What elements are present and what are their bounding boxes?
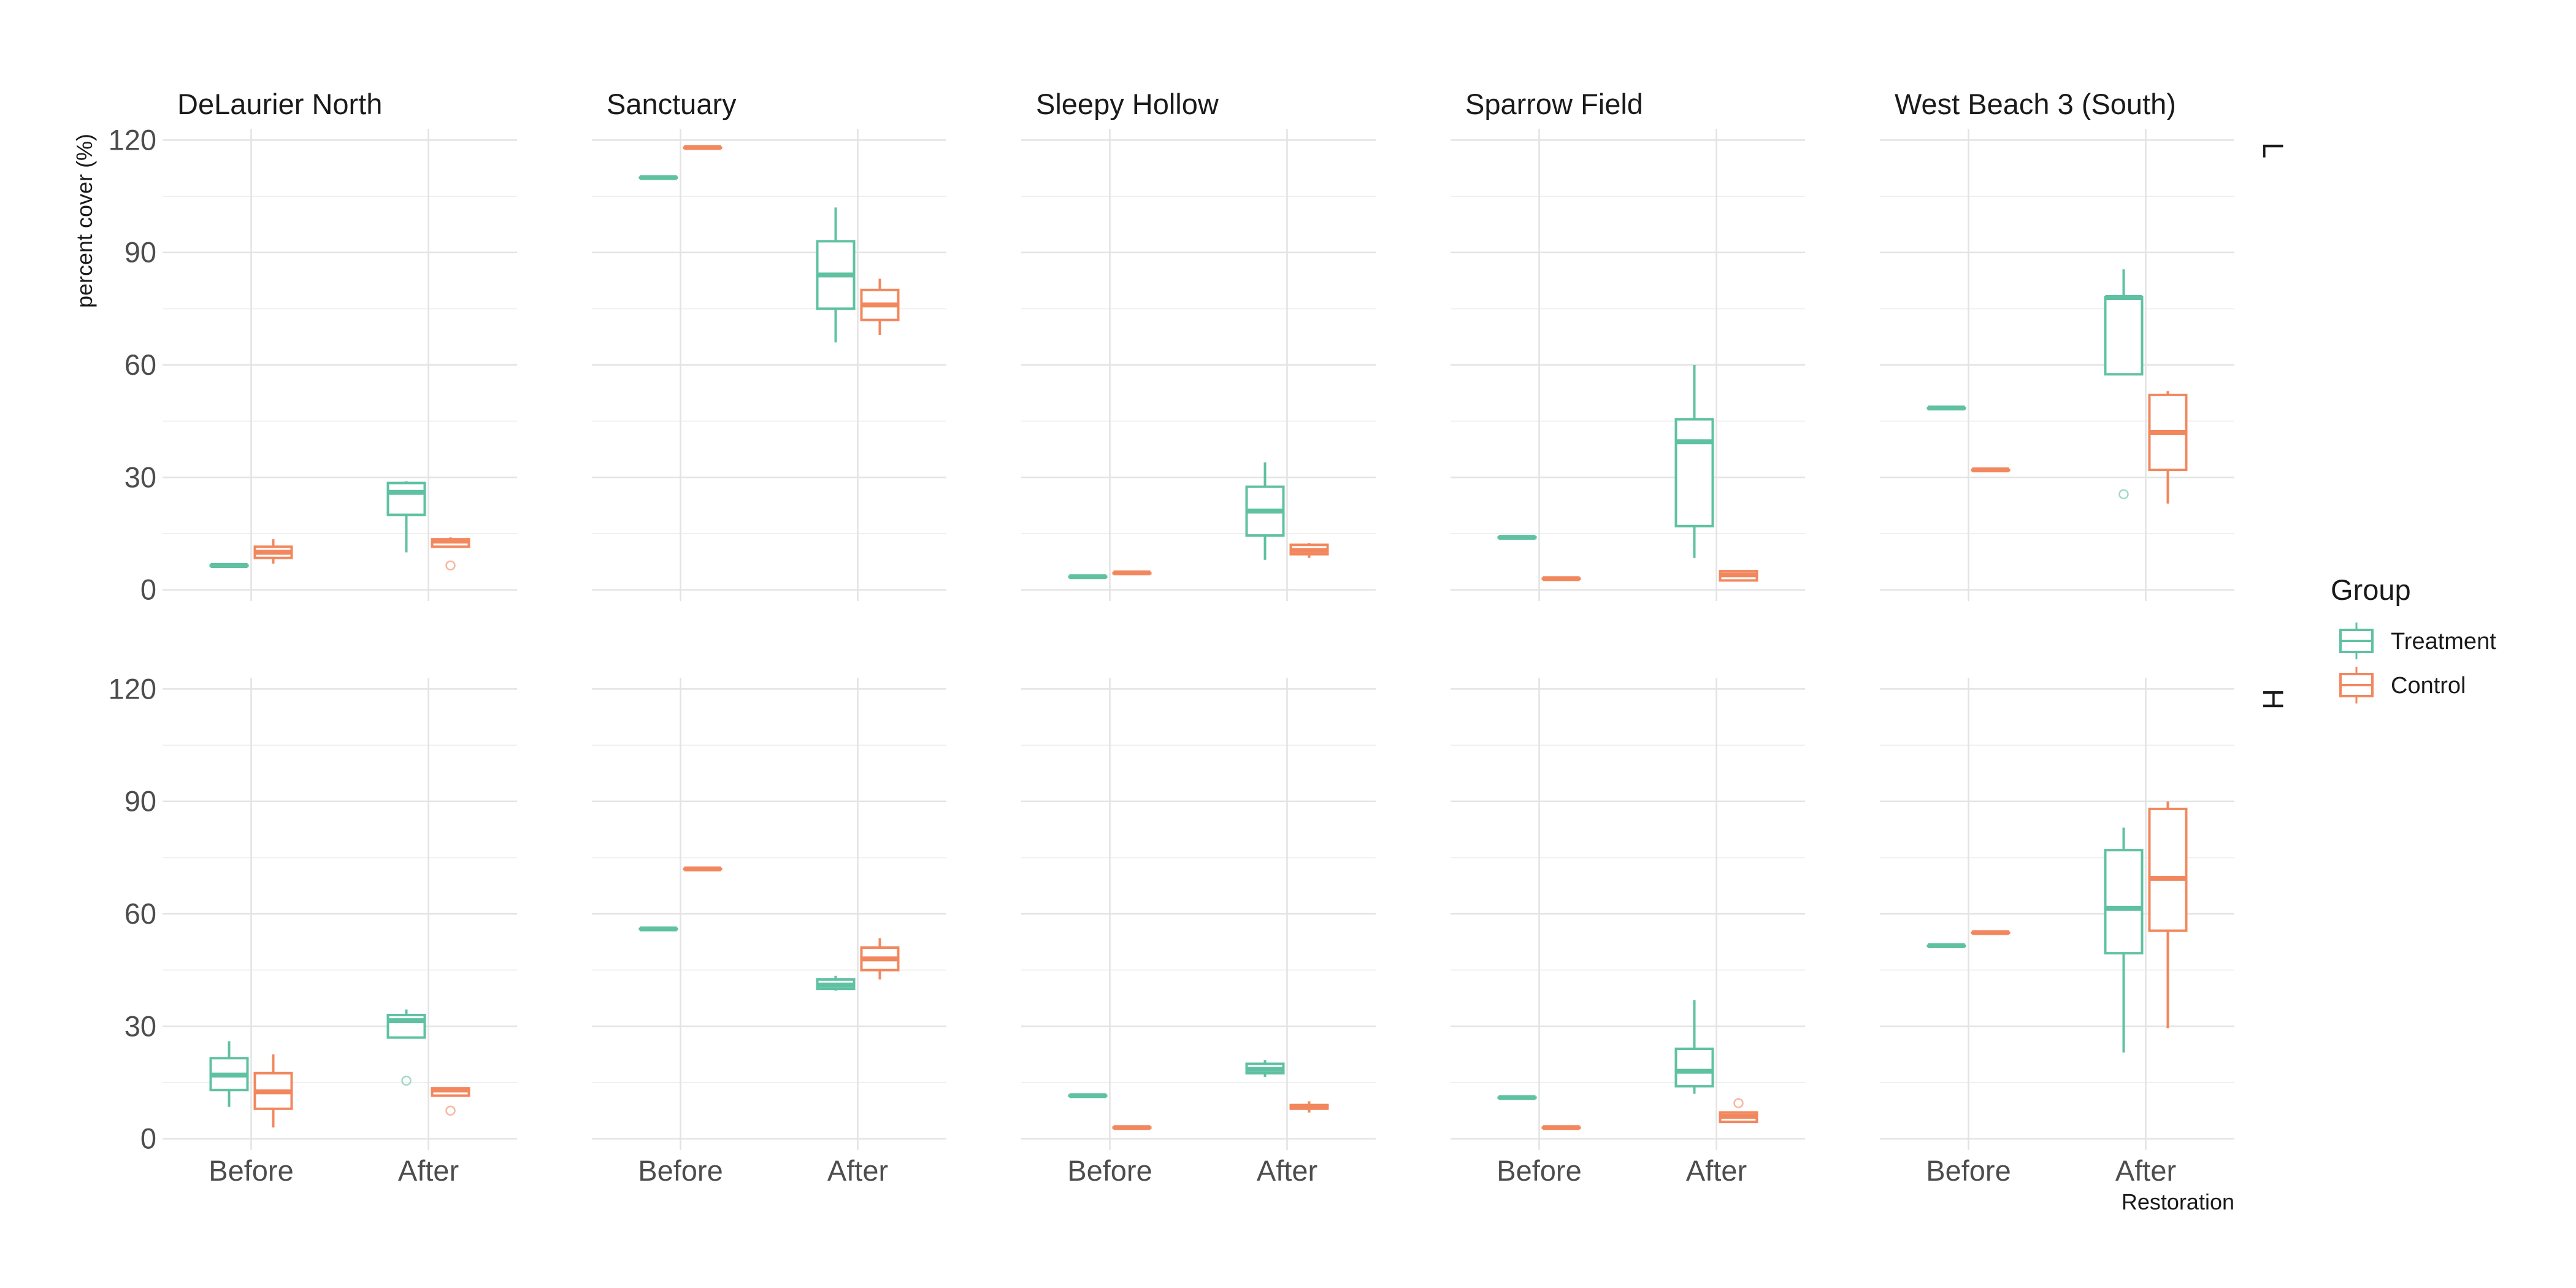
y-tick-label: 90 [125,236,156,269]
facet-title-sparrow-field: Sparrow Field [1465,88,1643,120]
panels-layer: DeLaurier North Sanctuary Sleepy Hollow Spa… [109,88,2290,1187]
box-treatment-after [816,207,856,343]
legend: Treatment Control [2339,623,2496,703]
box-control-before [253,1054,293,1128]
facet-title-west-beach-3-south: West Beach 3 (South) [1895,88,2176,120]
x-tick-label-before: Before [1926,1154,2011,1187]
box-iqr [386,481,426,516]
box-treatment-after [1245,1060,1285,1077]
y-tick-label: 60 [125,348,156,381]
y-tick-label: 120 [109,123,156,156]
x-tick-label-after: After [398,1154,459,1187]
outlier-point [445,560,456,571]
x-tick-label-before: Before [1067,1154,1152,1187]
y-tick-label: 0 [140,1122,156,1155]
box-treatment-after [2104,827,2144,1053]
box-control-after [1289,1101,1329,1113]
x-tick-label-after: After [1686,1154,1747,1187]
box-control-after [431,537,470,571]
outlier-point [445,1105,456,1116]
box-control-before [1541,1125,1581,1130]
y-tick-label: 0 [140,573,156,606]
y-tick-label: 30 [125,1010,156,1042]
panel-sanctuary-h: Before After [592,678,946,1187]
y-axis-title: percent cover (%) [72,134,97,308]
box-iqr [2104,849,2144,955]
box-treatment-after [386,481,426,553]
box-control-after [2148,801,2188,1029]
x-tick-label-after: After [827,1154,888,1187]
facet-title-sanctuary: Sanctuary [607,88,737,120]
facet-title-sleepy-hollow: Sleepy Hollow [1036,88,1219,120]
box-control-after [860,938,900,979]
outlier-point [401,1075,412,1086]
panel-sparrow-field-h: Before After [1451,678,1805,1187]
panel-west-beach-3-south-h: Before After [1880,678,2234,1187]
box-control-after [2148,391,2188,504]
panel-sleepy-hollow-h: Before After [1021,678,1376,1187]
box-iqr [2148,807,2188,932]
y-tick-label: 90 [125,785,156,818]
panel-west-beach-3-south-l [1880,129,2234,601]
box-iqr [1674,1048,1714,1088]
panel-delaurier-north-h: 0 30 60 90 120 Before After [109,672,517,1187]
legend-label-treatment: Treatment [2391,629,2496,654]
box-control-before [1541,576,1581,581]
box-treatment-after [816,975,856,991]
box-treatment-before [1497,535,1537,540]
legend-item-control: Control [2339,667,2466,703]
panel-sanctuary-l [592,129,946,601]
box-treatment-after [386,1009,426,1086]
outlier-point [2118,489,2129,500]
x-tick-label-before: Before [209,1154,293,1187]
x-tick-label-after: After [1257,1154,1317,1187]
box-treatment-after [1245,462,1285,560]
box-control-after [860,278,900,335]
box-treatment-before [1497,1095,1537,1100]
x-tick-label-before: Before [638,1154,723,1187]
labels-layer: percent cover (%) Restoration Group [72,134,2411,1214]
x-tick-label-after: After [2115,1154,2176,1187]
box-treatment-after [1674,365,1714,558]
panel-sleepy-hollow-l [1021,129,1376,601]
box-control-before [1112,1125,1152,1130]
legend-item-treatment: Treatment [2339,623,2496,659]
facet-title-delaurier-north: DeLaurier North [177,88,382,120]
row-strip-l: L [2257,142,2290,158]
x-tick-label-before: Before [1497,1154,1581,1187]
box-treatment-after [2104,269,2144,500]
box-control-after [1289,543,1329,558]
y-tick-label: 120 [109,672,156,705]
box-treatment-before [1068,1093,1108,1098]
box-treatment-after [1674,1000,1714,1094]
box-control-before [253,539,293,564]
row-strip-h: H [2257,689,2290,710]
panel-delaurier-north-l: 0 30 60 90 120 [109,123,517,606]
box-treatment-before [209,1041,249,1107]
box-control-after [431,1087,470,1116]
x-axis-title: Restoration [2122,1189,2234,1214]
box-iqr [1674,418,1714,527]
legend-title: Group [2331,573,2411,606]
y-tick-label: 60 [125,897,156,930]
y-tick-label: 30 [125,461,156,493]
box-control-after [1719,570,1758,582]
outlier-point [1733,1098,1744,1108]
box-treatment-before [638,175,678,180]
box-control-after [1719,1098,1758,1124]
box-treatment-before [209,562,249,568]
box-control-before [683,866,723,872]
legend-label-control: Control [2391,673,2466,699]
box-iqr [2104,296,2144,376]
panel-sparrow-field-l [1451,129,1805,601]
